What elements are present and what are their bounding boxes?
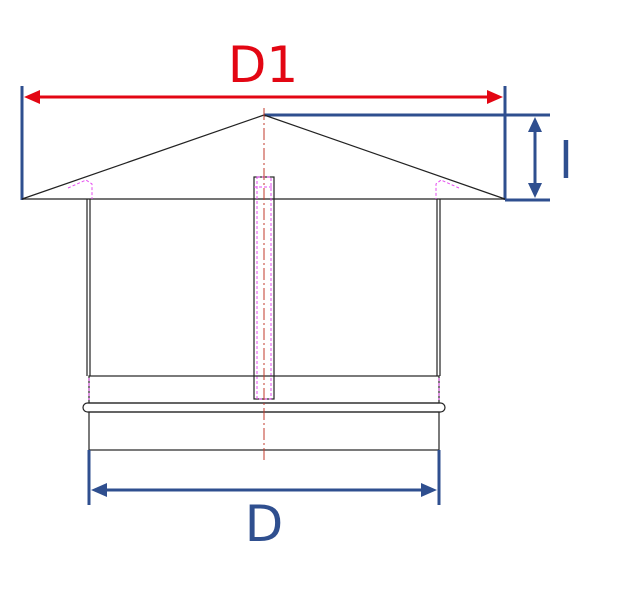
- d-right-arrowhead: [421, 483, 437, 497]
- height-bottom-arrowhead: [528, 183, 542, 198]
- right-bracket-detail: [435, 179, 460, 199]
- d1-label: D1: [228, 36, 298, 94]
- height-label: l: [559, 132, 573, 190]
- d-left-arrowhead: [91, 483, 107, 497]
- d1-right-arrowhead: [487, 90, 503, 104]
- height-top-arrowhead: [528, 117, 542, 132]
- cone-right-slope: [263, 114, 506, 200]
- d-dimension: D: [87, 450, 441, 553]
- support-legs: [86, 199, 441, 376]
- d1-dimension: D1: [20, 36, 507, 200]
- d-label: D: [245, 495, 284, 553]
- collar-hidden-marks: [88, 378, 440, 400]
- left-bracket-detail: [67, 179, 93, 199]
- d1-left-arrowhead: [24, 90, 40, 104]
- height-dimension: l: [264, 113, 573, 202]
- cone-left-slope: [21, 114, 265, 200]
- bracket-hidden-details: [67, 179, 460, 199]
